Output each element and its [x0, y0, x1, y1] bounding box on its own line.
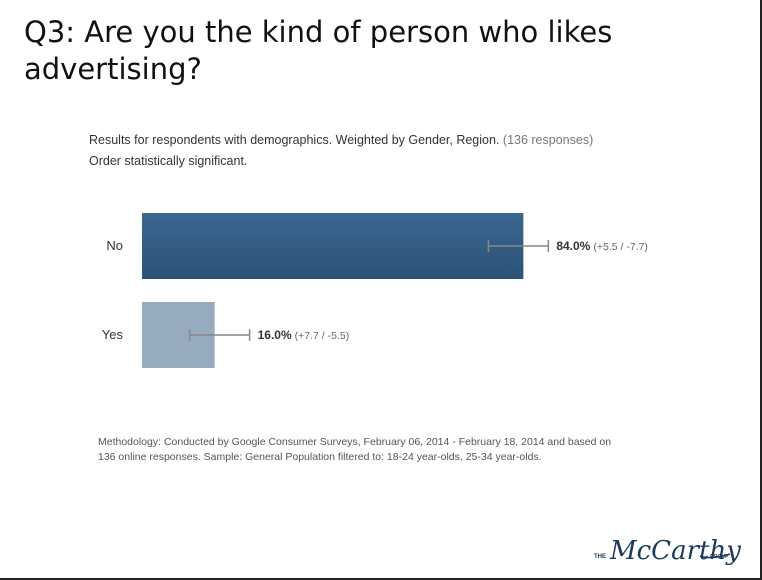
logo-swash: [699, 553, 731, 559]
logo-mccarthy: McCarthy: [609, 536, 741, 566]
category-label-no: No: [106, 238, 123, 253]
frame-bottom-border: [0, 578, 762, 580]
bar-no: [142, 213, 524, 279]
methodology-note: Methodology: Conducted by Google Consume…: [98, 436, 612, 463]
frame-right-border: [760, 0, 762, 580]
logo-group: GROUP: [710, 554, 729, 560]
value-label-yes: 16.0% (+7.7 / -5.5): [258, 328, 350, 342]
subtitle-line-2: Order statistically significant.: [89, 154, 248, 168]
subtitle-main: Results for respondents with demographic…: [89, 133, 500, 147]
value-label-no: 84.0% (+5.5 / -7.7): [556, 239, 648, 253]
response-count: (136 responses): [502, 133, 594, 147]
logo-the: THE: [594, 554, 606, 560]
mccarthy-logo: THE McCarthy GROUP: [594, 536, 741, 566]
category-label-yes: Yes: [102, 327, 124, 342]
chart-subtitle: Results for respondents with demographic…: [89, 130, 729, 172]
subtitle-line-1: Results for respondents with demographic…: [89, 130, 729, 151]
slide-title: Q3: Are you the kind of person who likes…: [24, 15, 613, 86]
